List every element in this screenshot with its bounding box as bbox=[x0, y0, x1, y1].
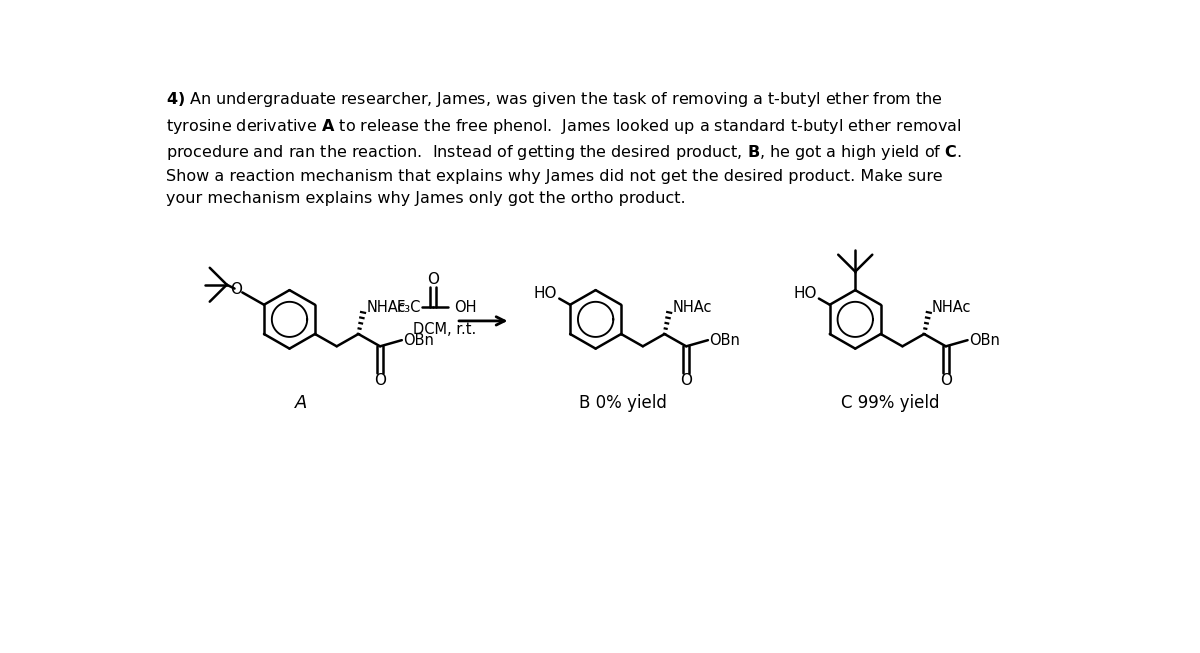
Text: OH: OH bbox=[455, 300, 478, 315]
Text: NHAc: NHAc bbox=[932, 300, 972, 315]
Text: F₃C: F₃C bbox=[397, 300, 421, 315]
Text: O: O bbox=[230, 282, 242, 297]
Text: $\mathbf{4)}$ An undergraduate researcher, James, was given the task of removing: $\mathbf{4)}$ An undergraduate researche… bbox=[166, 90, 961, 206]
Text: C 99% yield: C 99% yield bbox=[841, 394, 940, 411]
Text: A: A bbox=[295, 394, 307, 411]
Text: O: O bbox=[374, 374, 386, 389]
Text: HO: HO bbox=[534, 287, 557, 302]
Text: O: O bbox=[940, 374, 952, 389]
Text: NHAc: NHAc bbox=[672, 300, 712, 315]
Text: O: O bbox=[680, 374, 692, 389]
Text: DCM, r.t.: DCM, r.t. bbox=[413, 322, 476, 337]
Text: OBn: OBn bbox=[970, 332, 1000, 347]
Text: B 0% yield: B 0% yield bbox=[578, 394, 667, 411]
Text: NHAc: NHAc bbox=[366, 300, 406, 315]
Text: O: O bbox=[427, 272, 439, 287]
Text: OBn: OBn bbox=[709, 332, 740, 347]
Text: HO: HO bbox=[793, 287, 817, 302]
Text: OBn: OBn bbox=[403, 332, 434, 347]
